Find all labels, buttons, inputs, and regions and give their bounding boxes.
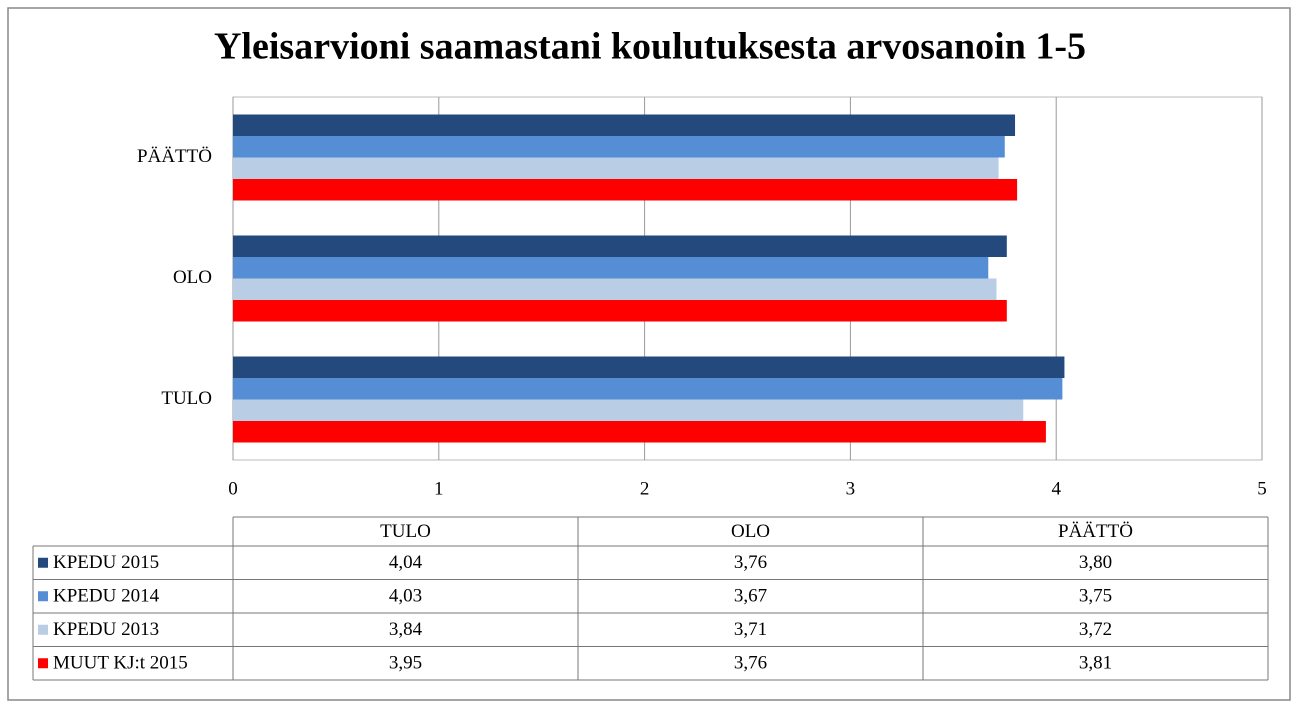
bar <box>233 399 1024 421</box>
y-tick-label: OLO <box>173 267 212 288</box>
table-value: 4,04 <box>389 552 423 573</box>
table-value: 3,95 <box>389 653 422 674</box>
chart-title: Yleisarvioni saamastani koulutuksesta ar… <box>214 26 1086 68</box>
legend-swatch <box>38 591 48 602</box>
table-value: 4,03 <box>389 586 422 607</box>
x-tick-label: 4 <box>1051 478 1061 499</box>
bar <box>233 136 1005 158</box>
x-tick-label: 5 <box>1257 478 1267 499</box>
bar <box>233 378 1063 400</box>
table-header: PÄÄTTÖ <box>1058 521 1133 542</box>
table-value: 3,84 <box>389 619 423 640</box>
bar <box>233 257 989 279</box>
legend-swatch <box>38 658 48 669</box>
bar <box>233 356 1065 378</box>
table-header: TULO <box>380 521 431 542</box>
table-value: 3,67 <box>734 586 767 607</box>
x-tick-label: 3 <box>846 478 856 499</box>
y-tick-label: PÄÄTTÖ <box>137 146 212 167</box>
table-value: 3,76 <box>734 653 767 674</box>
table-value: 3,81 <box>1079 653 1112 674</box>
bar <box>233 235 1007 257</box>
x-tick-label: 2 <box>640 478 650 499</box>
bar <box>233 421 1046 443</box>
table-value: 3,72 <box>1079 619 1112 640</box>
legend-swatch <box>38 557 48 568</box>
legend-label: KPEDU 2015 <box>53 552 159 573</box>
table-value: 3,80 <box>1079 552 1112 573</box>
x-tick-label: 1 <box>434 478 444 499</box>
x-tick-label: 0 <box>228 478 238 499</box>
bar <box>233 300 1007 322</box>
legend-swatch <box>38 624 48 635</box>
table-value: 3,75 <box>1079 586 1112 607</box>
bar <box>233 179 1018 201</box>
legend-label: KPEDU 2013 <box>53 619 159 640</box>
legend-label: MUUT KJ:t 2015 <box>53 653 188 674</box>
legend-label: KPEDU 2014 <box>53 586 160 607</box>
bar <box>233 157 999 179</box>
bar <box>233 114 1016 136</box>
table-header: OLO <box>731 521 770 542</box>
table-value: 3,76 <box>734 552 767 573</box>
table-value: 3,71 <box>734 619 767 640</box>
y-tick-label: TULO <box>161 388 212 409</box>
bar <box>233 278 997 300</box>
